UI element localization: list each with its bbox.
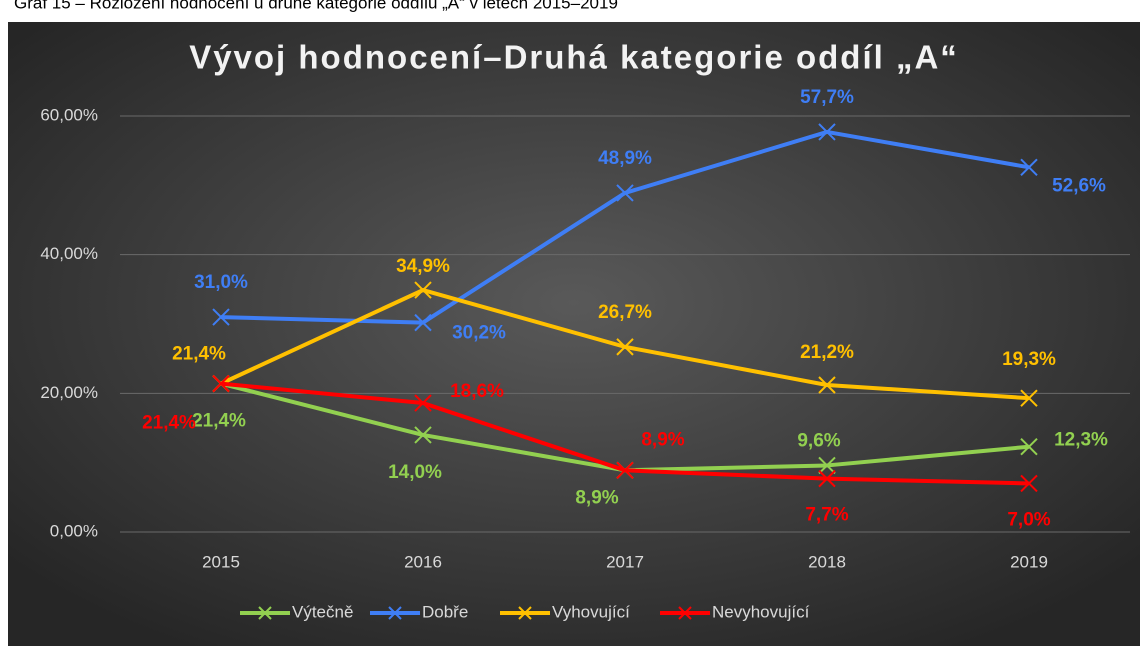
data-point bbox=[414, 426, 432, 444]
legend-label: Nevyhovující bbox=[712, 602, 810, 621]
data-label: 57,7% bbox=[800, 87, 854, 108]
data-label: 30,2% bbox=[452, 323, 506, 344]
legend-marker bbox=[678, 606, 692, 620]
legend-label: Vyhovující bbox=[552, 602, 630, 621]
data-label: 7,7% bbox=[805, 505, 848, 526]
chart-title: Vývoj hodnocení–Druhá kategorie oddíl „A… bbox=[189, 39, 959, 76]
legend-marker bbox=[388, 606, 402, 620]
data-point bbox=[616, 184, 634, 202]
data-label: 21,2% bbox=[800, 342, 854, 363]
data-point bbox=[414, 281, 432, 299]
data-label: 48,9% bbox=[598, 148, 652, 169]
data-point bbox=[818, 376, 836, 394]
data-point bbox=[818, 469, 836, 488]
x-tick-label: 2018 bbox=[808, 552, 846, 571]
data-label: 7,0% bbox=[1007, 509, 1050, 530]
data-point bbox=[818, 456, 836, 475]
data-label: 12,3% bbox=[1054, 430, 1108, 451]
data-label: 14,0% bbox=[388, 462, 442, 483]
data-point bbox=[414, 394, 432, 412]
data-point bbox=[1020, 389, 1038, 407]
data-label: 9,6% bbox=[797, 430, 840, 451]
data-label: 8,9% bbox=[575, 487, 618, 508]
data-point bbox=[616, 338, 634, 356]
data-label: 52,6% bbox=[1052, 175, 1106, 196]
data-label: 26,7% bbox=[598, 302, 652, 323]
x-tick-label: 2015 bbox=[202, 552, 240, 571]
legend-label: Dobře bbox=[422, 602, 468, 621]
data-label: 19,3% bbox=[1002, 349, 1056, 370]
data-point bbox=[414, 313, 432, 332]
data-point bbox=[818, 123, 836, 141]
legend-label: Výtečně bbox=[292, 602, 353, 621]
legend-marker bbox=[518, 606, 532, 620]
data-point bbox=[212, 308, 230, 326]
legend-marker bbox=[258, 606, 272, 620]
data-point bbox=[1020, 474, 1038, 493]
data-label: 18,6% bbox=[450, 381, 504, 402]
data-label: 21,4% bbox=[192, 411, 246, 432]
y-tick-label: 40,00% bbox=[40, 244, 98, 263]
data-point bbox=[1020, 438, 1038, 456]
data-point bbox=[616, 461, 634, 480]
y-tick-label: 20,00% bbox=[40, 383, 98, 402]
data-label: 21,4% bbox=[172, 344, 226, 365]
data-point bbox=[212, 374, 230, 393]
caption: Graf 15 – Rozložení hodnocení u druhé ka… bbox=[14, 0, 618, 12]
y-tick-label: 60,00% bbox=[40, 105, 98, 124]
data-label: 31,0% bbox=[194, 272, 248, 293]
x-tick-label: 2016 bbox=[404, 552, 442, 571]
data-label: 21,4% bbox=[142, 413, 196, 434]
data-point bbox=[1020, 158, 1038, 177]
data-label: 34,9% bbox=[396, 256, 450, 277]
x-tick-label: 2017 bbox=[606, 552, 644, 571]
y-tick-label: 0,00% bbox=[50, 521, 98, 540]
x-tick-label: 2019 bbox=[1010, 552, 1048, 571]
data-label: 8,9% bbox=[641, 429, 684, 450]
